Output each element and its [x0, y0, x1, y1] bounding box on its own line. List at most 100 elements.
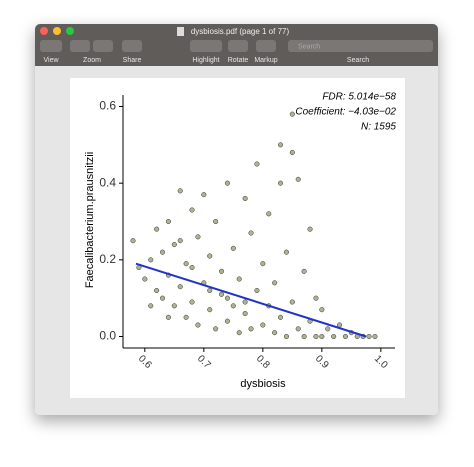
point	[224, 295, 230, 301]
point	[260, 322, 266, 328]
plot: dysbiosis Faecalibacterium.prausnitzii 0…	[84, 92, 397, 390]
y-tick-label: 0.6	[99, 99, 116, 113]
view-button[interactable]	[40, 40, 62, 52]
toolbar-label: Rotate	[228, 57, 249, 64]
point	[224, 318, 230, 324]
point	[195, 322, 201, 328]
window-title: dysbiosis.pdf (page 1 of 77)	[191, 27, 290, 36]
point	[236, 330, 242, 336]
point	[295, 326, 301, 332]
point	[171, 241, 177, 248]
point	[177, 188, 183, 194]
point	[277, 314, 284, 320]
search-field[interactable]	[288, 40, 433, 52]
point	[248, 326, 254, 332]
close-button[interactable]	[40, 27, 48, 35]
point	[189, 207, 195, 213]
point	[154, 226, 160, 232]
point	[230, 245, 236, 251]
point	[224, 180, 230, 186]
zoom-button[interactable]	[66, 27, 74, 35]
point	[159, 295, 166, 301]
point	[183, 314, 189, 320]
point	[148, 257, 154, 263]
point	[213, 218, 219, 225]
point	[201, 192, 207, 198]
point	[277, 180, 284, 186]
point	[372, 333, 378, 340]
point	[213, 326, 219, 332]
fit-line	[135, 262, 367, 338]
point	[165, 218, 171, 225]
point	[289, 149, 295, 156]
y-tick-label: 0.0	[99, 329, 116, 343]
point	[148, 303, 154, 309]
point	[295, 176, 301, 182]
toolbar-label: View	[43, 57, 59, 64]
point	[207, 287, 213, 294]
point	[189, 299, 195, 305]
point	[142, 276, 148, 282]
point	[283, 333, 289, 340]
window: dysbiosis.pdf (page 1 of 77) Search View…	[35, 24, 438, 415]
minimize-button[interactable]	[53, 27, 61, 35]
toolbar-label: Share	[123, 57, 142, 64]
point	[207, 307, 213, 313]
point	[313, 333, 319, 340]
point	[236, 276, 242, 282]
y-tick-label: 0.4	[99, 175, 116, 189]
zoom-out-button[interactable]	[70, 40, 90, 52]
markup-button[interactable]	[256, 40, 276, 52]
point	[319, 333, 325, 340]
point	[289, 111, 295, 117]
pdf-page	[70, 78, 405, 398]
point	[254, 161, 260, 167]
point	[177, 284, 183, 290]
point	[301, 268, 307, 274]
point	[283, 249, 289, 255]
toolbar-label: Zoom	[83, 57, 101, 64]
highlight-button[interactable]	[190, 40, 222, 52]
point	[342, 333, 348, 340]
point	[177, 238, 183, 244]
point	[242, 310, 248, 317]
annotation: FDR: 5.014e−58	[322, 92, 396, 103]
point	[183, 261, 189, 267]
annotation: Coefficient: −4.03e−02	[295, 107, 396, 118]
share-button[interactable]	[122, 40, 142, 52]
y-axis-label: Faecalibacterium.prausnitzii	[84, 152, 96, 288]
y-tick-label: 0.2	[99, 252, 116, 266]
point	[218, 268, 225, 274]
point	[218, 291, 225, 297]
zoom-in-button[interactable]	[93, 40, 113, 52]
point	[301, 333, 307, 340]
toolbar-label: Highlight	[192, 57, 219, 64]
point	[307, 226, 313, 232]
point	[242, 299, 248, 305]
point	[154, 287, 160, 294]
point	[165, 314, 171, 320]
point	[207, 253, 213, 259]
point	[277, 142, 284, 148]
search-placeholder: Search	[298, 43, 320, 50]
point	[189, 264, 195, 271]
toolbar-label: Search	[347, 57, 369, 64]
point	[159, 249, 166, 255]
point	[272, 280, 278, 286]
annotation: N: 1595	[361, 122, 396, 133]
point	[313, 295, 319, 301]
point	[195, 234, 201, 240]
rotate-button[interactable]	[228, 40, 248, 52]
x-axis-label: dysbiosis	[240, 378, 286, 390]
point	[331, 333, 337, 340]
point	[272, 330, 278, 336]
point	[171, 303, 177, 309]
point	[266, 211, 272, 217]
toolbar-label: Markup	[254, 57, 277, 64]
point	[325, 326, 331, 332]
point	[248, 230, 254, 236]
point	[366, 333, 372, 340]
point	[254, 287, 260, 294]
point	[230, 303, 236, 309]
